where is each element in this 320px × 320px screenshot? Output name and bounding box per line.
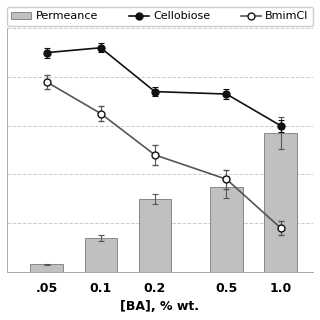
Bar [84,238,117,272]
X-axis label: [BA], % wt.: [BA], % wt. [121,300,199,313]
Legend: Permeance, Cellobiose, BmimCl: Permeance, Cellobiose, BmimCl [7,7,313,26]
Bar [139,199,171,272]
Bar [210,187,243,272]
Bar [30,264,63,272]
Bar [264,133,297,272]
